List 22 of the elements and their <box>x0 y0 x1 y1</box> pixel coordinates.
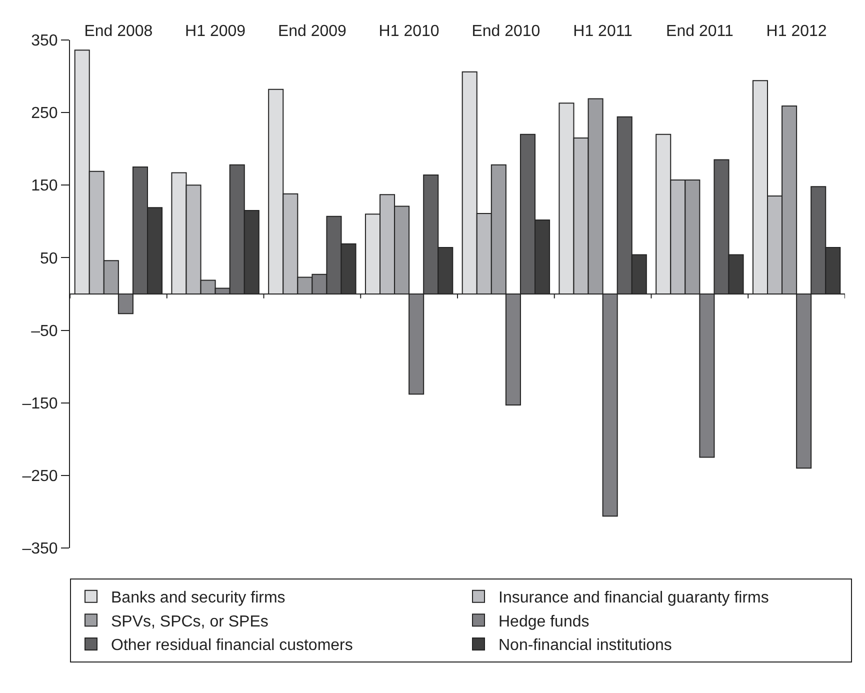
legend-label: Non-financial institutions <box>498 637 672 654</box>
y-tick-label: –350 <box>22 540 58 558</box>
y-tick-label: 250 <box>31 105 58 122</box>
x-tick-label: End 2010 <box>472 22 540 40</box>
legend-label: Hedge funds <box>498 613 590 630</box>
x-tick-label: End 2008 <box>84 22 153 40</box>
y-tick-label: 50 <box>40 250 58 268</box>
x-tick-label: H1 2009 <box>185 22 246 40</box>
y-tick-label: –150 <box>22 395 58 412</box>
legend-label: Other residual financial customers <box>111 637 353 654</box>
y-tick-label: 150 <box>31 178 58 195</box>
x-tick-label: H1 2010 <box>378 22 440 40</box>
x-tick-label: End 2011 <box>666 22 734 40</box>
y-tick-label: –50 <box>31 322 58 340</box>
x-tick-label: H1 2011 <box>573 22 633 40</box>
legend-label: SPVs, SPCs, or SPEs <box>111 613 268 630</box>
x-tick-label: End 2009 <box>278 22 347 40</box>
x-tick-label: H1 2012 <box>766 22 827 40</box>
legend-label: Banks and security firms <box>111 590 286 607</box>
y-tick-label: 350 <box>31 32 58 50</box>
y-tick-label: –250 <box>22 468 58 486</box>
legend-label: Insurance and financial guaranty firms <box>498 590 769 607</box>
